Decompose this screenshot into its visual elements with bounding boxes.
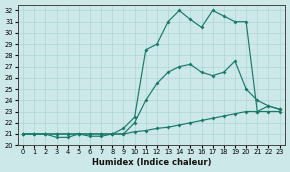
X-axis label: Humidex (Indice chaleur): Humidex (Indice chaleur) [92,158,211,167]
